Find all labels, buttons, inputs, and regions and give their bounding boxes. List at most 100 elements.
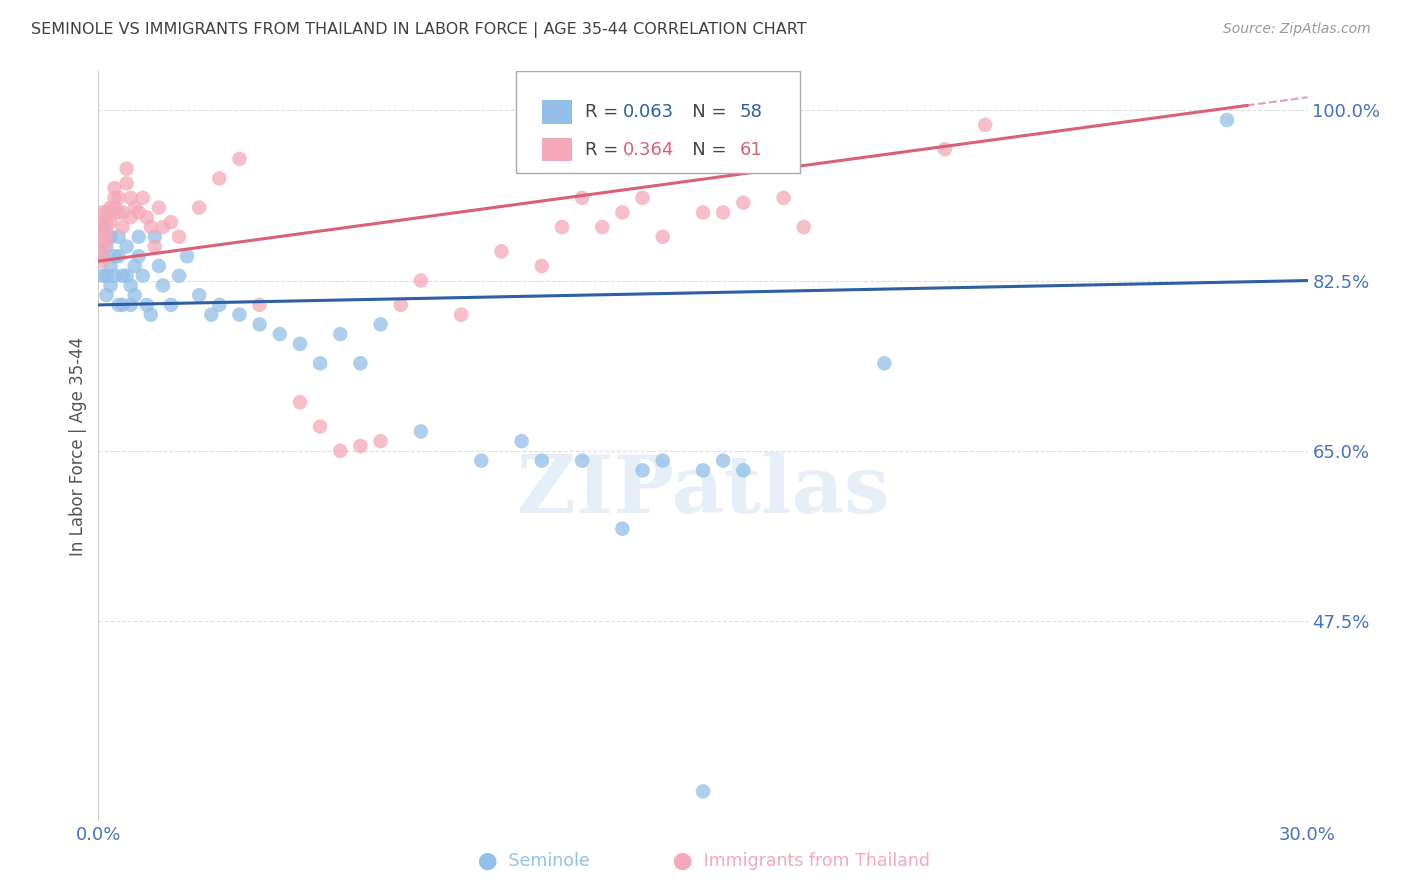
Point	[91, 244, 114, 259]
Point	[120, 211, 142, 225]
Point	[793, 220, 815, 235]
Point	[1216, 113, 1239, 128]
FancyBboxPatch shape	[543, 100, 572, 124]
Point	[132, 268, 155, 283]
Point	[143, 229, 166, 244]
Point	[107, 191, 129, 205]
Point	[651, 453, 673, 467]
Point	[100, 259, 122, 273]
FancyBboxPatch shape	[516, 71, 800, 172]
Point	[115, 161, 138, 176]
Point	[228, 308, 250, 322]
Text: 0.063: 0.063	[623, 103, 675, 120]
Point	[288, 336, 311, 351]
Text: R =: R =	[585, 141, 623, 159]
Point	[139, 220, 162, 235]
Point	[591, 220, 613, 235]
Point	[103, 181, 125, 195]
Point	[100, 278, 122, 293]
Point	[100, 201, 122, 215]
Point	[409, 274, 432, 288]
Point	[128, 229, 150, 244]
Point	[120, 298, 142, 312]
Point	[103, 201, 125, 215]
Point	[631, 463, 654, 477]
Point	[139, 308, 162, 322]
Point	[115, 239, 138, 253]
Point	[100, 215, 122, 229]
Point	[111, 298, 134, 312]
Point	[91, 220, 114, 235]
Point	[103, 268, 125, 283]
Point	[107, 205, 129, 219]
Text: SEMINOLE VS IMMIGRANTS FROM THAILAND IN LABOR FORCE | AGE 35-44 CORRELATION CHAR: SEMINOLE VS IMMIGRANTS FROM THAILAND IN …	[31, 22, 807, 38]
Point	[124, 259, 146, 273]
Point	[269, 327, 291, 342]
Point	[309, 419, 332, 434]
Point	[309, 356, 332, 370]
Point	[91, 215, 114, 229]
Point	[96, 205, 118, 219]
Point	[135, 211, 157, 225]
Point	[349, 439, 371, 453]
Point	[152, 220, 174, 235]
Text: 0.364: 0.364	[623, 141, 675, 159]
Point	[176, 249, 198, 263]
Point	[124, 201, 146, 215]
Point	[115, 176, 138, 190]
Point	[571, 453, 593, 467]
Point	[167, 268, 190, 283]
Point	[148, 201, 170, 215]
Point	[711, 205, 734, 219]
Point	[389, 298, 412, 312]
Point	[91, 254, 114, 268]
Point	[120, 278, 142, 293]
Point	[91, 225, 114, 239]
Point	[370, 434, 392, 449]
Point	[288, 395, 311, 409]
Point	[103, 191, 125, 205]
Point	[873, 356, 896, 370]
Point	[111, 220, 134, 235]
Text: N =: N =	[675, 141, 733, 159]
Point	[96, 239, 118, 253]
Point	[631, 191, 654, 205]
Point	[470, 453, 492, 467]
Point	[249, 318, 271, 332]
Text: 58: 58	[740, 103, 762, 120]
Point	[450, 308, 472, 322]
Point	[96, 288, 118, 302]
Point	[349, 356, 371, 370]
Point	[115, 268, 138, 283]
Point	[91, 235, 114, 249]
Point	[107, 229, 129, 244]
Text: 61: 61	[740, 141, 762, 159]
Point	[208, 298, 231, 312]
Point	[692, 784, 714, 798]
Point	[91, 205, 114, 219]
Point	[228, 152, 250, 166]
Point	[772, 191, 794, 205]
Point	[135, 298, 157, 312]
Point	[200, 308, 222, 322]
Point	[510, 434, 533, 449]
Point	[571, 191, 593, 205]
Point	[124, 288, 146, 302]
Point	[120, 191, 142, 205]
Point	[96, 215, 118, 229]
Point	[128, 249, 150, 263]
Point	[612, 522, 634, 536]
Point	[91, 249, 114, 263]
Text: N =: N =	[675, 103, 733, 120]
Point	[329, 443, 352, 458]
Point	[188, 288, 211, 302]
Point	[132, 191, 155, 205]
FancyBboxPatch shape	[543, 137, 572, 161]
Point	[711, 453, 734, 467]
Point	[370, 318, 392, 332]
Point	[107, 298, 129, 312]
Point	[188, 201, 211, 215]
Text: ZIPatlas: ZIPatlas	[517, 452, 889, 530]
Point	[128, 205, 150, 219]
Point	[96, 235, 118, 249]
